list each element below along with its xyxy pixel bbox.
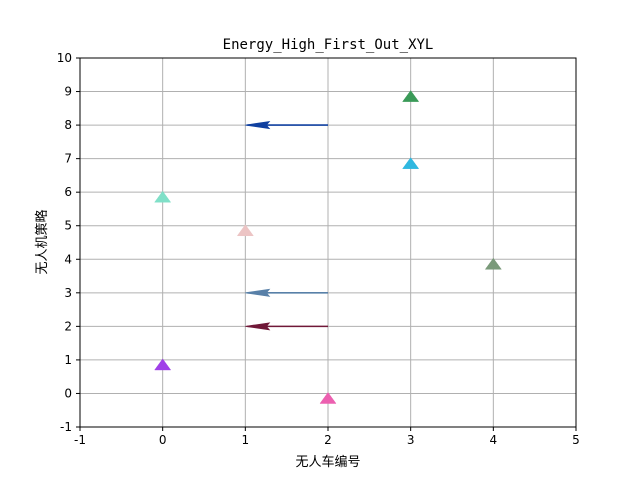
x-tick-label: 1 <box>242 433 250 447</box>
markers <box>154 90 502 404</box>
x-tick-label: 3 <box>407 433 415 447</box>
y-axis-label: 无人机策略 <box>34 209 50 274</box>
arrows <box>245 121 328 331</box>
x-axis-label: 无人车编号 <box>295 454 360 470</box>
y-tick-label: 9 <box>64 85 72 99</box>
y-tick-label: 0 <box>64 386 72 400</box>
triangle-marker <box>236 224 254 237</box>
triangle-marker <box>484 257 502 270</box>
y-tick-label: 3 <box>64 286 72 300</box>
arrow <box>245 322 328 331</box>
x-axis-ticks: -1 0 1 2 3 4 5 <box>74 427 580 447</box>
y-tick-label: 2 <box>64 319 72 333</box>
chart-title: Energy_High_First_Out_XYL <box>223 37 434 53</box>
arrow <box>245 121 328 130</box>
x-tick-label: 4 <box>490 433 498 447</box>
y-tick-label: 5 <box>64 219 72 233</box>
triangle-marker <box>154 190 172 203</box>
x-tick-label: 2 <box>324 433 332 447</box>
y-tick-label: 1 <box>64 353 72 367</box>
x-tick-label: 0 <box>159 433 167 447</box>
y-tick-label: -1 <box>60 420 72 434</box>
y-tick-label: 4 <box>64 252 72 266</box>
y-tick-label: 6 <box>64 185 72 199</box>
triangle-marker <box>319 392 337 404</box>
triangle-marker <box>154 358 172 371</box>
y-tick-label: 8 <box>64 118 72 132</box>
triangle-marker <box>402 90 420 102</box>
x-tick-label: -1 <box>74 433 86 447</box>
triangle-marker <box>402 157 420 169</box>
y-axis-ticks: -1 0 1 2 3 4 5 6 7 8 9 10 <box>57 51 80 434</box>
x-tick-label: 5 <box>572 433 580 447</box>
arrow <box>245 288 328 297</box>
y-tick-label: 10 <box>57 51 72 65</box>
y-tick-label: 7 <box>64 152 72 166</box>
